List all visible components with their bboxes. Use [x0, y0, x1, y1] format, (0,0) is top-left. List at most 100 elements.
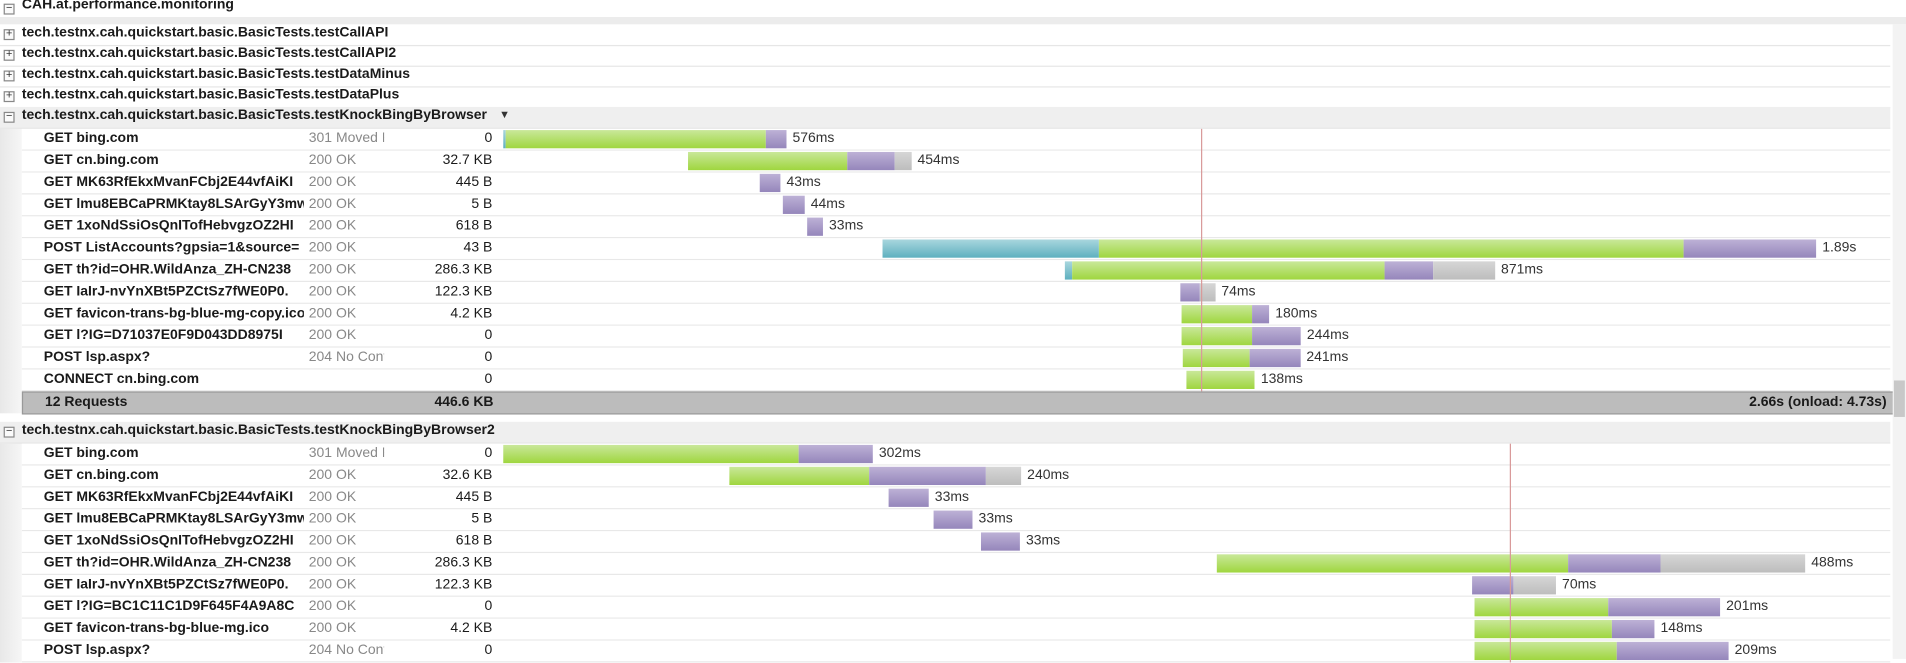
- request-status: 200 OK: [308, 489, 357, 505]
- timing-bar-purple: [888, 488, 929, 507]
- vertical-scrollbar[interactable]: [1892, 24, 1906, 659]
- request-row[interactable]: GET 1xoNdSsiOsQnITofHebvgzOZ2HI 200 OK 618…: [21, 531, 1891, 554]
- request-duration: 871ms: [1501, 262, 1544, 278]
- request-row[interactable]: POST ListAccounts?gpsia=1&source= 200 OK 4…: [21, 238, 1891, 261]
- request-row[interactable]: GET th?id=OHR.WildAnza_ZH-CN238 200 OK 286…: [21, 553, 1891, 575]
- timing-bar-blue: [503, 130, 506, 149]
- dropdown-arrow-icon[interactable]: ▼: [499, 108, 511, 121]
- timing-bar-gray: [1513, 576, 1556, 595]
- request-duration: 148ms: [1660, 621, 1703, 636]
- request-status: 200 OK: [308, 262, 357, 278]
- timing-bar-purple: [1384, 261, 1434, 280]
- timing-bar-purple: [782, 195, 805, 214]
- collapse-icon[interactable]: −: [3, 426, 15, 438]
- request-duration: 44ms: [810, 196, 845, 212]
- request-row[interactable]: GET cn.bing.com 200 OK 32.6 KB 240ms: [21, 465, 1891, 488]
- request-row[interactable]: GET MK63RfEkxMvanFCbj2E44vfAiKI 200 OK 445…: [21, 487, 1891, 510]
- request-status: 200 OK: [308, 468, 357, 483]
- request-row[interactable]: GET favicon-trans-bg-blue-mg.ico 200 OK 4.…: [21, 618, 1891, 641]
- request-row[interactable]: GET IaIrJ-nvYnXBt5PZCtSz7fWE0P0. 200 OK 12…: [21, 282, 1891, 304]
- request-status: 200 OK: [308, 599, 357, 614]
- request-row[interactable]: GET l?IG=D71037E0F9D043DD8975I 200 OK 0 244…: [21, 325, 1891, 348]
- request-row[interactable]: GET 1xoNdSsiOsQnITofHebvgzOZ2HI 200 OK 618…: [21, 216, 1891, 239]
- request-size: 0: [484, 446, 493, 461]
- request-size: 122.3 KB: [434, 284, 493, 300]
- request-duration: 302ms: [878, 446, 921, 461]
- request-status: 200 OK: [308, 555, 357, 571]
- request-duration: 33ms: [1025, 533, 1061, 549]
- test-header: tech.testnx.cah.quickstart.basic.BasicTe…: [22, 108, 510, 123]
- request-size: 4.2 KB: [450, 621, 493, 636]
- request-name: CONNECT cn.bing.com: [43, 371, 200, 387]
- request-row[interactable]: GET IaIrJ-nvYnXBt5PZCtSz7fWE0P0. 200 OK 12…: [21, 574, 1891, 597]
- request-duration: 1.89s: [1822, 240, 1857, 256]
- request-row[interactable]: GET MK63RfEkxMvanFCbj2E44vfAiKI 200 OK 445…: [21, 172, 1891, 195]
- request-duration: 180ms: [1275, 306, 1318, 321]
- timeline-marker: [1509, 443, 1511, 663]
- expand-icon[interactable]: +: [3, 70, 15, 82]
- expand-icon[interactable]: +: [3, 49, 15, 61]
- request-row[interactable]: GET lmu8EBCaPRMKtay8LSArGyY3mw 200 OK 5 B 3…: [21, 509, 1891, 532]
- request-status: 204 No Content: [308, 643, 384, 658]
- request-status: 204 No Content: [308, 350, 384, 365]
- request-size: 0: [484, 371, 493, 387]
- request-status: 200 OK: [308, 218, 357, 234]
- request-row[interactable]: GET bing.com 301 Moved Permanently 0 302ms: [21, 443, 1891, 466]
- request-size: 445 B: [455, 175, 493, 190]
- test-label: tech.testnx.cah.quickstart.basic.BasicTe…: [21, 66, 411, 82]
- request-duration: 454ms: [917, 153, 960, 168]
- request-name: POST ListAccounts?gpsia=1&source=: [43, 240, 300, 256]
- tree-indent: [0, 443, 22, 663]
- collapse-icon[interactable]: −: [3, 3, 15, 15]
- request-size: 445 B: [455, 489, 493, 505]
- timing-bar-purple: [1252, 326, 1301, 346]
- timing-bar-gray: [894, 151, 912, 171]
- request-duration: 33ms: [978, 511, 1013, 527]
- expand-icon[interactable]: +: [3, 29, 15, 41]
- request-status: 200 OK: [308, 306, 357, 321]
- test-node[interactable]: + tech.testnx.cah.quickstart.basic.BasicT…: [0, 24, 1891, 47]
- request-row[interactable]: POST lsp.aspx? 204 No Content 0 209ms: [21, 640, 1891, 663]
- request-name: GET l?IG=BC1C11C1D9F645F4A9A8C: [43, 599, 295, 614]
- expand-icon[interactable]: +: [3, 91, 15, 103]
- timing-bar-green: [1182, 348, 1250, 368]
- scrollbar-thumb[interactable]: [1893, 380, 1905, 417]
- request-duration: 241ms: [1306, 350, 1349, 365]
- request-row[interactable]: POST lsp.aspx? 204 No Content 0 241ms: [21, 347, 1891, 370]
- request-row[interactable]: GET bing.com 301 Moved Permanently 0 576ms: [21, 128, 1891, 151]
- timing-bar-purple: [1252, 305, 1270, 324]
- timing-bar-purple: [1472, 576, 1514, 595]
- request-size: 5 B: [471, 511, 493, 527]
- request-row[interactable]: GET favicon-trans-bg-blue-mg-copy.ico 200…: [21, 303, 1891, 326]
- request-name: GET bing.com: [43, 131, 139, 146]
- test-node-expanded[interactable]: − tech.testnx.cah.quickstart.basic.BasicT…: [0, 421, 1891, 444]
- test-node[interactable]: + tech.testnx.cah.quickstart.basic.BasicT…: [0, 66, 1891, 88]
- request-name: GET cn.bing.com: [43, 468, 159, 483]
- timing-bar-purple: [1616, 641, 1729, 661]
- timing-bar-purple: [759, 173, 781, 193]
- request-name: GET lmu8EBCaPRMKtay8LSArGyY3mw: [43, 196, 304, 212]
- test-node[interactable]: + tech.testnx.cah.quickstart.basic.BasicT…: [0, 45, 1891, 67]
- request-name: GET 1xoNdSsiOsQnITofHebvgzOZ2HI: [43, 218, 294, 234]
- request-name: GET favicon-trans-bg-blue-mg-copy.ico: [43, 306, 304, 321]
- root-node[interactable]: − CAH.at.performance.monitoring: [0, 0, 1890, 17]
- request-row[interactable]: GET cn.bing.com 200 OK 32.7 KB 454ms: [21, 150, 1891, 173]
- timing-bar-green: [1474, 619, 1612, 639]
- request-row[interactable]: GET l?IG=BC1C11C1D9F645F4A9A8C 200 OK 0 201…: [21, 596, 1891, 619]
- request-name: GET th?id=OHR.WildAnza_ZH-CN238: [43, 555, 292, 571]
- total-time: 2.66s (onload: 4.73s): [1749, 395, 1887, 410]
- request-row[interactable]: GET th?id=OHR.WildAnza_ZH-CN238 200 OK 286…: [21, 260, 1891, 283]
- request-row[interactable]: CONNECT cn.bing.com 0 138ms: [21, 369, 1891, 392]
- test-node[interactable]: + tech.testnx.cah.quickstart.basic.BasicT…: [0, 86, 1891, 109]
- request-name: POST lsp.aspx?: [43, 350, 151, 365]
- timing-bar-purple: [980, 532, 1020, 551]
- request-row[interactable]: GET lmu8EBCaPRMKtay8LSArGyY3mw 200 OK 5 B 4…: [21, 194, 1891, 217]
- timing-bar-purple: [807, 217, 823, 236]
- timing-bar-gray: [1660, 554, 1806, 573]
- request-name: GET IaIrJ-nvYnXBt5PZCtSz7fWE0P0.: [43, 577, 289, 592]
- request-status: 200 OK: [308, 175, 357, 190]
- collapse-icon[interactable]: −: [3, 111, 15, 123]
- timeline-marker: [1200, 128, 1203, 392]
- request-duration: 43ms: [786, 175, 821, 190]
- test-node-expanded[interactable]: − tech.testnx.cah.quickstart.basic.BasicT…: [0, 106, 1891, 129]
